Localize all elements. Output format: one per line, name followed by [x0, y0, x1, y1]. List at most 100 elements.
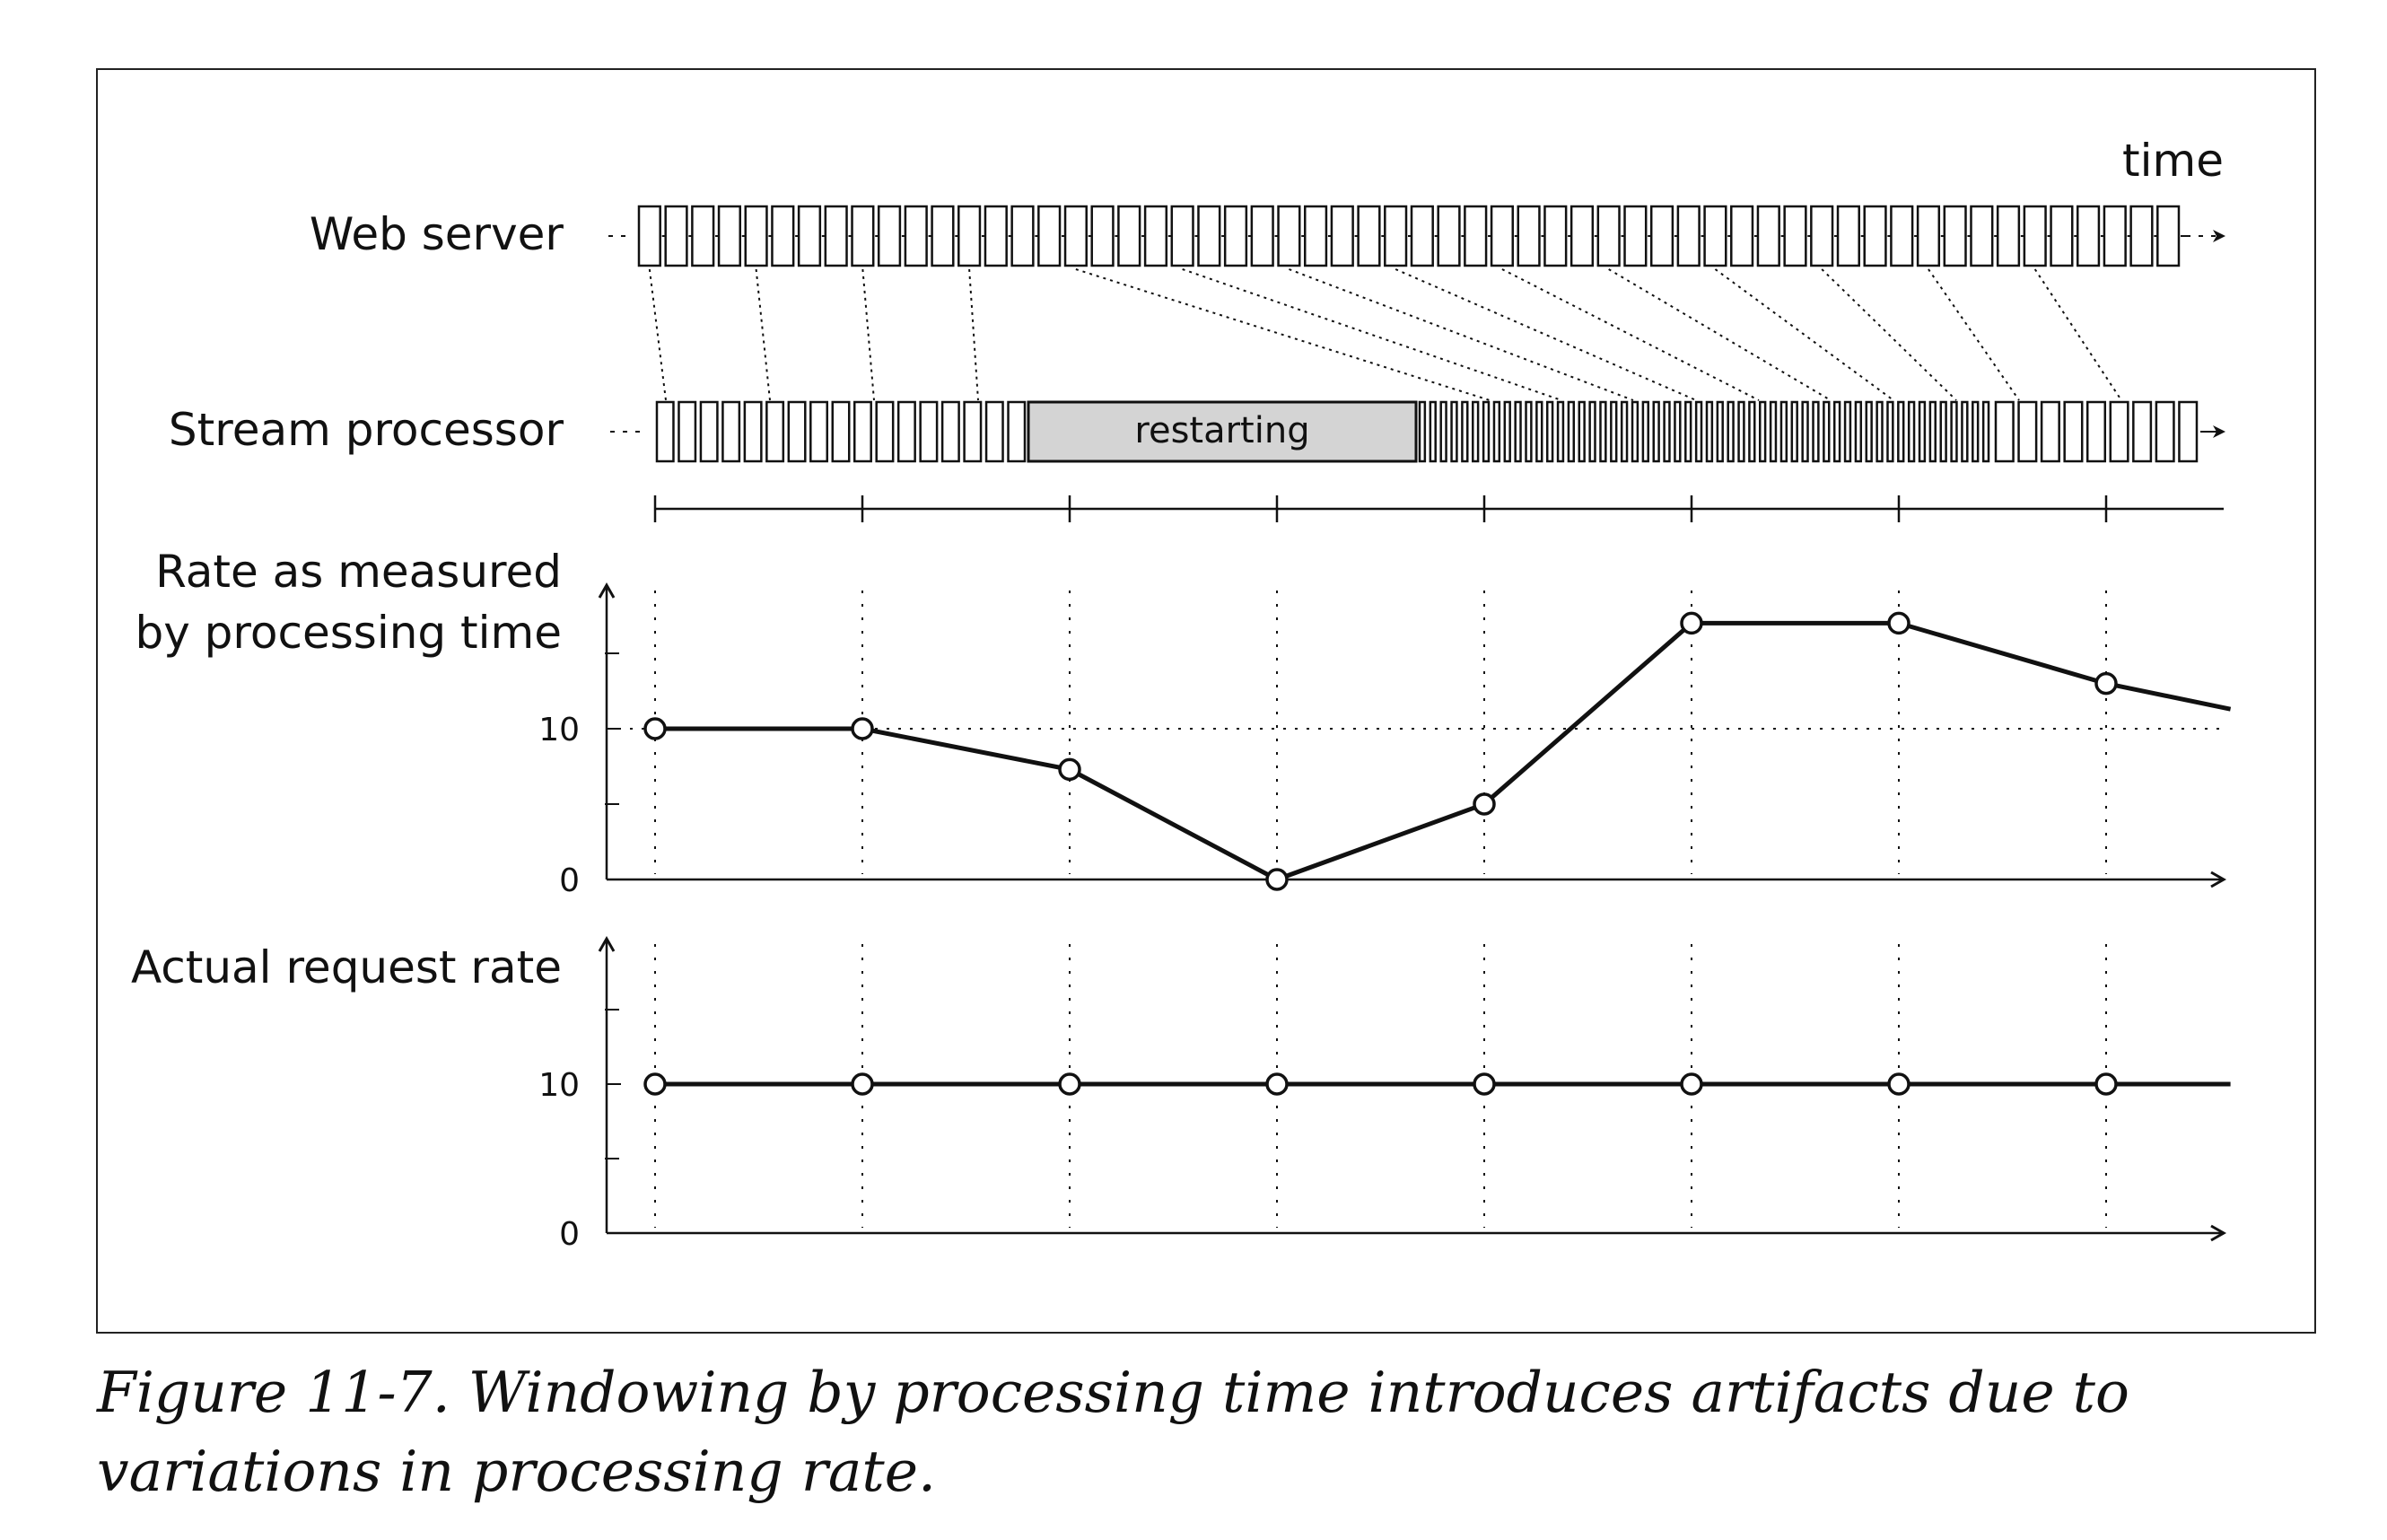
event-mapping-line: [968, 268, 979, 401]
event-box: [637, 205, 661, 267]
data-point: [1058, 757, 1081, 782]
catchup-event-box: [1588, 400, 1596, 463]
data-point: [1680, 611, 1703, 635]
processed-event-box: [2017, 400, 2038, 463]
data-point: [2094, 1072, 2118, 1096]
catchup-event-box: [1599, 400, 1607, 463]
event-box: [1676, 205, 1701, 267]
processed-event-box: [984, 400, 1004, 463]
event-box: [1996, 205, 2021, 267]
catchup-event-box: [1439, 400, 1447, 463]
catchup-event-box: [1812, 400, 1820, 463]
event-box: [1277, 205, 1301, 267]
data-point: [643, 717, 667, 740]
figure-frame: [96, 68, 2316, 1334]
catchup-event-box: [1663, 400, 1671, 463]
rate-processing-label-line1: Rate as measured: [155, 546, 562, 598]
event-box: [1410, 205, 1434, 267]
processed-event-box: [765, 400, 785, 463]
processed-event-box: [919, 400, 939, 463]
restarting-box: [1027, 400, 1418, 463]
event-box: [2129, 205, 2154, 267]
processed-event-box: [809, 400, 829, 463]
processed-event-box: [721, 400, 741, 463]
event-box: [1569, 205, 1595, 267]
time-label: time: [2122, 135, 2224, 187]
event-mapping-line: [2033, 268, 2122, 401]
catchup-event-box: [1705, 400, 1714, 463]
catchup-event-box: [1854, 400, 1863, 463]
event-box: [1197, 205, 1221, 267]
catchup-event-box: [1472, 400, 1480, 463]
catchup-event-box: [1865, 400, 1873, 463]
event-box: [717, 205, 742, 267]
catchup-event-box: [1429, 400, 1437, 463]
event-mapping-line: [1182, 268, 1562, 401]
data-point: [1680, 1072, 1703, 1096]
catchup-event-box: [1418, 400, 1427, 463]
catchup-event-box: [1482, 400, 1491, 463]
event-box: [1756, 205, 1780, 267]
catchup-event-box: [1492, 400, 1501, 463]
catchup-event-box: [1897, 400, 1905, 463]
event-mapping-line: [1289, 268, 1634, 401]
event-box: [797, 205, 822, 267]
event-box: [1063, 205, 1088, 267]
catchup-event-box: [1652, 400, 1660, 463]
event-box: [1464, 205, 1488, 267]
data-point: [1265, 868, 1289, 891]
data-point: [851, 717, 874, 740]
processed-event-box: [2109, 400, 2129, 463]
event-box: [1490, 205, 1515, 267]
event-box: [744, 205, 768, 267]
event-box: [1437, 205, 1461, 267]
catchup-event-box: [1748, 400, 1756, 463]
restarting-label: restarting: [1134, 410, 1309, 451]
processed-event-box: [896, 400, 916, 463]
event-box: [1916, 205, 1941, 267]
event-box: [957, 205, 982, 267]
event-box: [771, 205, 795, 267]
catchup-event-box: [1972, 400, 1980, 463]
event-mapping-line: [755, 268, 771, 401]
event-mapping-lines: [648, 268, 2122, 401]
data-point: [2094, 671, 2118, 696]
event-mapping-line: [1501, 268, 1760, 401]
processed-event-box: [699, 400, 719, 463]
catchup-event-box: [1631, 400, 1639, 463]
catchup-event-box: [1610, 400, 1618, 463]
processed-event-box: [2040, 400, 2060, 463]
catchup-event-box: [1694, 400, 1703, 463]
processed-event-box: [2063, 400, 2084, 463]
processed-event-box: [2178, 400, 2199, 463]
processing-rate-series-line: [655, 620, 2232, 882]
event-box: [904, 205, 928, 267]
catchup-event-box: [1876, 400, 1884, 463]
stream-processor-timeline: [610, 400, 2225, 463]
event-box: [1384, 205, 1408, 267]
event-mapping-line: [1821, 268, 1957, 401]
catchup-event-box: [1556, 400, 1565, 463]
catchup-event-box: [1961, 400, 1969, 463]
catchup-event-box: [1567, 400, 1576, 463]
event-box: [664, 205, 688, 267]
event-box: [1836, 205, 1860, 267]
catchup-event-box: [1525, 400, 1533, 463]
catchup-event-box: [1514, 400, 1522, 463]
event-box: [1890, 205, 1914, 267]
event-box: [1303, 205, 1328, 267]
event-box: [2023, 205, 2047, 267]
event-box: [1090, 205, 1115, 267]
event-box: [931, 205, 955, 267]
catchup-event-box: [1928, 400, 1937, 463]
catchup-event-box: [1545, 400, 1554, 463]
catchup-event-box: [1801, 400, 1809, 463]
processed-event-box: [743, 400, 763, 463]
event-box: [1357, 205, 1381, 267]
catchup-event-box: [1939, 400, 1947, 463]
stream-processor-label: Stream processor: [169, 404, 564, 456]
event-mapping-line: [1075, 268, 1491, 401]
event-box: [1143, 205, 1168, 267]
event-box: [1010, 205, 1035, 267]
y-tick-label: 10: [538, 712, 580, 748]
